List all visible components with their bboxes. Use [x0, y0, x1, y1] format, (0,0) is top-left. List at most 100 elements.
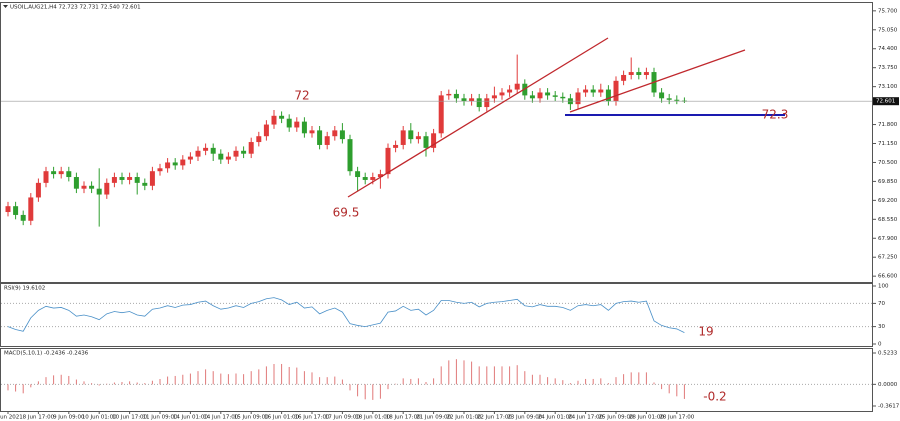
candle-body	[195, 150, 201, 157]
candle-body	[89, 185, 95, 189]
menu-arrow[interactable]	[3, 5, 8, 8]
candle-body	[362, 177, 368, 180]
x-tick-label: 16 Jun 17:00	[295, 415, 330, 421]
x-tick-label: 14 Jun 01:00	[173, 415, 208, 421]
y-tick-label: 71.800	[878, 122, 898, 128]
candle-body	[172, 162, 178, 166]
rsi-title: RSI(9) 19.6102	[4, 286, 45, 292]
x-tick-label: 21 Jun 09:00	[416, 415, 451, 421]
candle-body	[127, 177, 133, 180]
candle-body	[461, 98, 467, 102]
annotation: 19	[698, 325, 713, 339]
candle-body	[537, 92, 543, 99]
candle-body	[66, 171, 72, 178]
candle-body	[499, 92, 505, 96]
macd-title: MACD(5,10,1) -0.2436 -0.2436	[4, 351, 89, 357]
x-tick-label: 10 Jun 01:00	[82, 415, 117, 421]
candle-body	[575, 92, 581, 105]
candle-body	[370, 177, 376, 180]
candle-body	[13, 206, 19, 215]
candle-body	[165, 162, 171, 169]
y-tick-label: 73.100	[878, 84, 898, 90]
candle-body	[408, 130, 414, 140]
y-tick-label: 69.200	[878, 198, 898, 204]
candle-body	[279, 115, 285, 119]
y-tick-label: 75.050	[878, 27, 898, 33]
chart-title: USOIL,AUG21,H4 72.723 72.731 72.540 72.6…	[10, 5, 141, 11]
last-price-label: 72.601	[876, 99, 895, 105]
candle-body	[256, 136, 262, 143]
y-tick-label: -0.3617	[878, 404, 900, 410]
y-tick-label: 68.550	[878, 217, 898, 223]
candle-body	[210, 147, 216, 154]
y-tick-label: 100	[878, 284, 889, 290]
candle-body	[180, 159, 186, 166]
candle-body	[317, 130, 323, 145]
candle-body	[73, 177, 79, 189]
y-tick-label: 70	[878, 301, 885, 307]
trendline	[569, 49, 746, 113]
candle-body	[43, 171, 49, 183]
candle-body	[545, 92, 551, 96]
candle-body	[294, 121, 300, 128]
candle-body	[621, 74, 627, 81]
candle-body	[20, 214, 26, 221]
candle-body	[400, 130, 406, 145]
candle-body	[339, 130, 345, 140]
candle-body	[529, 95, 535, 99]
x-tick-label: 22 Jun 01:00	[447, 415, 482, 421]
candle-body	[393, 144, 399, 148]
y-tick-label: 69.850	[878, 179, 898, 185]
candle-body	[514, 83, 520, 90]
x-tick-label: 8 Jun 17:00	[23, 415, 55, 421]
y-tick-label: 0	[878, 342, 882, 348]
last-price-box	[873, 97, 899, 106]
candle-body	[453, 93, 459, 99]
annotation: 72.3	[762, 108, 789, 122]
x-tick-label: 8 Jun 2021	[0, 415, 23, 421]
candle-body	[613, 80, 619, 102]
y-tick-label: 0.0000	[878, 382, 898, 388]
candle-body	[218, 153, 224, 160]
candle-body	[347, 139, 353, 172]
macd-panel	[0, 348, 873, 412]
x-tick-label: 9 Jun 09:00	[53, 415, 85, 421]
x-tick-label: 18 Jun 17:00	[386, 415, 421, 421]
price-panel	[0, 2, 873, 283]
candle-body	[157, 168, 163, 172]
candle-body	[134, 177, 140, 183]
x-tick-label: 28 Jun 01:00	[629, 415, 664, 421]
x-tick-label: 16 Jun 01:00	[264, 415, 299, 421]
annotation: 69.5	[333, 206, 360, 220]
candle-body	[233, 150, 239, 157]
candle-body	[286, 118, 292, 128]
rsi-line	[7, 297, 685, 333]
x-tick-label: 15 Jun 09:00	[234, 415, 269, 421]
candle-body	[476, 98, 482, 108]
x-tick-label: 11 Jun 09:00	[143, 415, 178, 421]
y-tick-label: 30	[878, 324, 885, 330]
candle-body	[28, 197, 34, 221]
x-tick-label: 23 Jun 09:00	[507, 415, 542, 421]
x-tick-label: 24 Jun 01:00	[538, 415, 573, 421]
candle-body	[58, 171, 64, 175]
x-tick-label: 17 Jun 09:00	[325, 415, 360, 421]
annotation: 72	[294, 89, 309, 103]
candle-body	[51, 171, 57, 175]
candle-body	[583, 89, 589, 93]
candle-body	[590, 89, 596, 93]
candle-body	[491, 95, 497, 99]
y-tick-label: 75.700	[878, 8, 898, 14]
candle-body	[96, 188, 102, 195]
candle-body	[149, 171, 155, 186]
candle-body	[636, 72, 642, 75]
y-tick-label: 66.600	[878, 274, 898, 280]
candle-body	[241, 150, 247, 154]
y-tick-label: 67.250	[878, 255, 898, 261]
y-tick-label: 74.400	[878, 46, 898, 52]
x-tick-label: 25 Jun 09:00	[599, 415, 634, 421]
x-tick-label: 14 Jun 17:00	[203, 415, 238, 421]
candle-body	[666, 98, 672, 100]
candle-body	[469, 98, 475, 102]
